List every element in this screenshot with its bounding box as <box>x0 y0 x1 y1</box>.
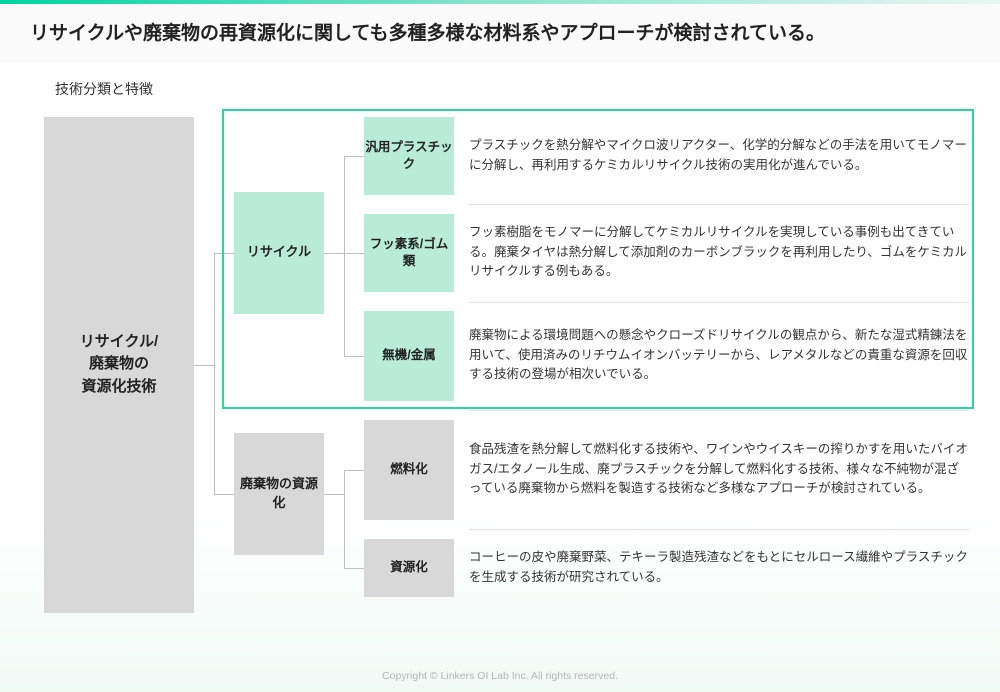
l1-label: リサイクル <box>247 243 311 261</box>
tree-desc-fluorine-rubber: フッ素樹脂をモノマーに分解してケミカルリサイクルを実現している事例も出てきている… <box>469 214 969 292</box>
connector <box>214 253 215 494</box>
l2-label: フッ素系/ゴム類 <box>364 236 454 270</box>
tree-diagram: リサイクル/ 廃棄物の 資源化技術 リサイクル 廃棄物の資源化 汎用プラスチック… <box>44 117 970 617</box>
connector <box>344 568 364 569</box>
connector <box>344 470 364 471</box>
tree-l2-plastic: 汎用プラスチック <box>364 117 454 195</box>
connector <box>194 365 214 366</box>
connector <box>214 253 234 254</box>
tree-desc-fuel: 食品残渣を熱分解して燃料化する技術や、ワインやウイスキーの搾りかすを用いたバイオ… <box>469 420 969 520</box>
desc-text: 廃棄物による環境問題への懸念やクローズドリサイクルの観点から、新たな湿式精錬法を… <box>469 326 969 384</box>
tree-l2-inorganic-metal: 無機/金属 <box>364 311 454 401</box>
section-subtitle: 技術分類と特徴 <box>0 63 1000 117</box>
l2-label: 資源化 <box>390 559 428 576</box>
tree-desc-plastic: プラスチックを熱分解やマイクロ波リアクター、化学的分解などの手法を用いてモノマー… <box>469 117 969 195</box>
connector <box>344 156 364 157</box>
desc-separator <box>469 302 969 303</box>
desc-text: コーヒーの皮や廃棄野菜、テキーラ製造残渣などをもとにセルロース繊維やプラスチック… <box>469 548 969 587</box>
tree-desc-inorganic-metal: 廃棄物による環境問題への懸念やクローズドリサイクルの観点から、新たな湿式精錬法を… <box>469 311 969 401</box>
desc-text: 食品残渣を熱分解して燃料化する技術や、ワインやウイスキーの搾りかすを用いたバイオ… <box>469 440 969 498</box>
tree-l1-recycle: リサイクル <box>234 192 324 314</box>
connector <box>344 156 345 356</box>
tree-l2-fuel: 燃料化 <box>364 420 454 520</box>
l2-label: 無機/金属 <box>382 347 435 364</box>
desc-separator <box>469 529 969 530</box>
connector <box>324 253 344 254</box>
l2-label: 汎用プラスチック <box>364 139 454 173</box>
desc-separator <box>469 204 969 205</box>
tree-desc-resource: コーヒーの皮や廃棄野菜、テキーラ製造残渣などをもとにセルロース繊維やプラスチック… <box>469 539 969 597</box>
desc-separator <box>469 410 969 411</box>
tree-root-label: リサイクル/ 廃棄物の 資源化技術 <box>80 331 158 399</box>
l2-label: 燃料化 <box>390 461 428 478</box>
tree-l2-fluorine-rubber: フッ素系/ゴム類 <box>364 214 454 292</box>
l1-label: 廃棄物の資源化 <box>234 475 324 511</box>
tree-l2-resource: 資源化 <box>364 539 454 597</box>
connector <box>324 494 344 495</box>
page-title: リサイクルや廃棄物の再資源化に関しても多種多様な材料系やアプローチが検討されてい… <box>30 20 970 49</box>
header: リサイクルや廃棄物の再資源化に関しても多種多様な材料系やアプローチが検討されてい… <box>0 4 1000 63</box>
desc-text: プラスチックを熱分解やマイクロ波リアクター、化学的分解などの手法を用いてモノマー… <box>469 136 969 175</box>
connector <box>344 470 345 568</box>
desc-text: フッ素樹脂をモノマーに分解してケミカルリサイクルを実現している事例も出てきている… <box>469 223 969 281</box>
connector <box>344 253 364 254</box>
copyright-footer: Copyright © Linkers OI Lab Inc. All righ… <box>0 670 1000 682</box>
tree-l1-waste: 廃棄物の資源化 <box>234 433 324 555</box>
tree-root: リサイクル/ 廃棄物の 資源化技術 <box>44 117 194 613</box>
connector <box>344 356 364 357</box>
connector <box>214 494 234 495</box>
